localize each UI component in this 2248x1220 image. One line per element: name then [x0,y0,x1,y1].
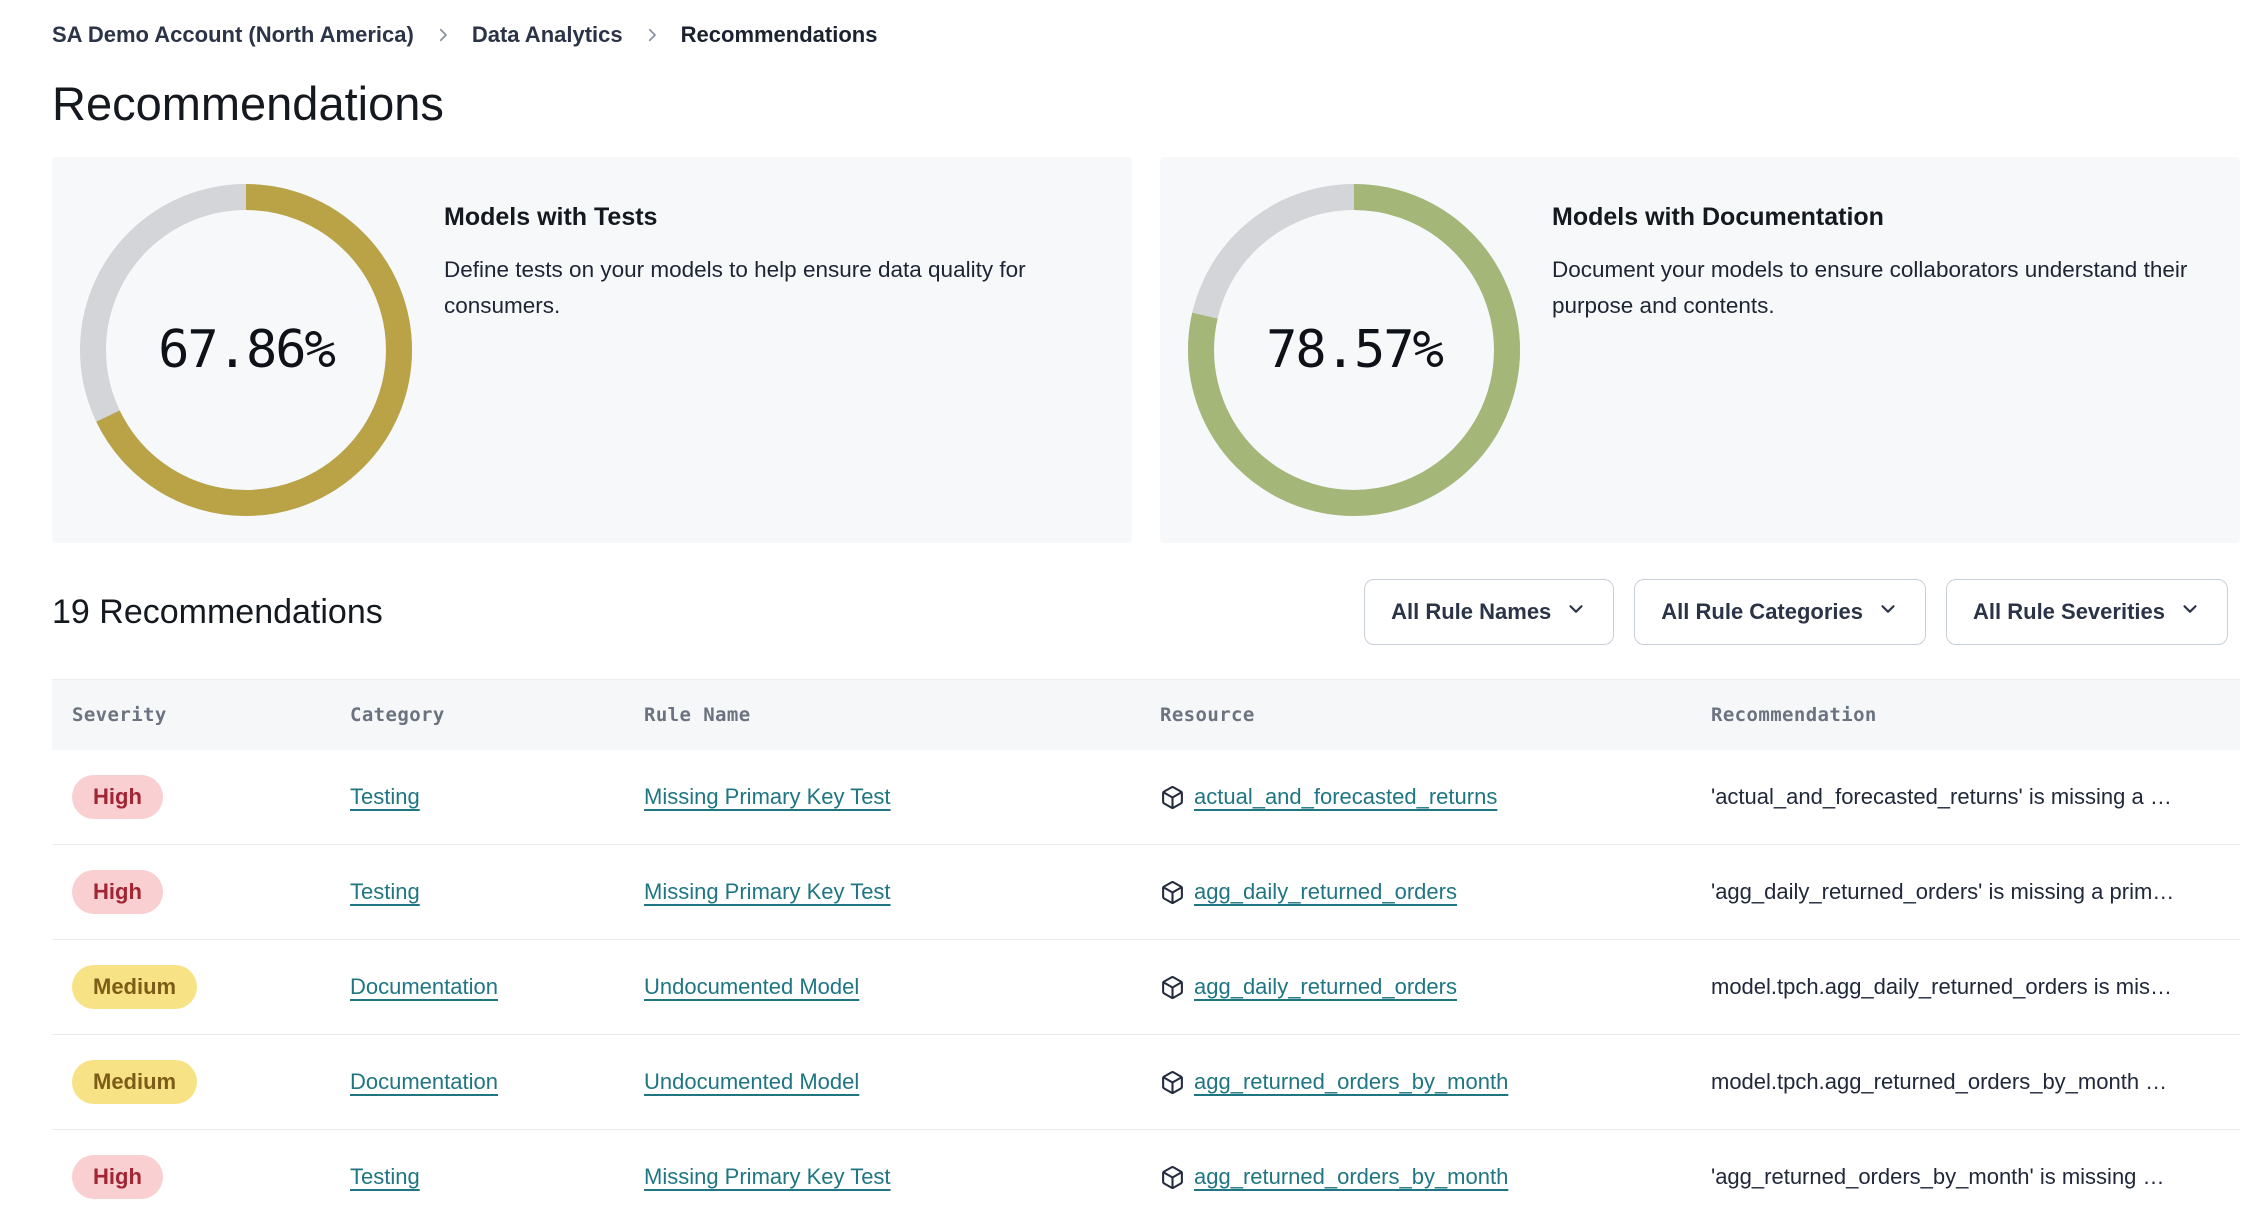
docs-card-text: Models with Documentation Document your … [1552,157,2240,324]
docs-card-title: Models with Documentation [1552,203,1884,231]
recommendation-cell: model.tpch.agg_daily_returned_orders is … [1711,974,2173,999]
tests-percent-value: 67.86% [158,320,336,380]
resource-link[interactable]: agg_returned_orders_by_month [1194,1069,1509,1094]
recommendations-table: Severity Category Rule Name Resource Rec… [52,679,2240,1220]
filters: All Rule Names All Rule Categories All R… [1364,579,2228,645]
rule-names-filter-label: All Rule Names [1391,599,1552,624]
category-cell: Documentation [350,974,644,1000]
recommendation-cell: 'agg_daily_returned_orders' is missing a… [1711,879,2175,904]
model-cube-icon [1160,880,1185,905]
rule-names-filter[interactable]: All Rule Names [1364,579,1615,645]
severity-badge: High [72,870,163,914]
breadcrumb: SA Demo Account (North America) Data Ana… [52,22,2240,48]
rule-name-cell: Missing Primary Key Test [644,784,1160,810]
resource-cell: agg_returned_orders_by_month [1160,1069,1711,1095]
severity-cell: High [72,775,350,819]
category-link[interactable]: Testing [350,879,420,904]
rule-name-link[interactable]: Missing Primary Key Test [644,1164,891,1189]
page-title: Recommendations [52,77,444,130]
rule-severities-filter[interactable]: All Rule Severities [1946,579,2228,645]
rule-name-link[interactable]: Undocumented Model [644,1069,860,1094]
severity-badge: High [72,1155,163,1199]
rule-name-cell: Missing Primary Key Test [644,1164,1160,1190]
column-header-recommendation: Recommendation [1711,704,1877,726]
table-row: High Testing Missing Primary Key Test ag… [52,1130,2240,1220]
tests-donut-chart: 67.86% [80,184,412,516]
model-cube-icon [1160,1165,1185,1190]
chevron-down-icon [1565,598,1587,626]
rule-name-link[interactable]: Undocumented Model [644,974,860,999]
rule-name-link[interactable]: Missing Primary Key Test [644,879,891,904]
table-row: Medium Documentation Undocumented Model … [52,1035,2240,1130]
category-link[interactable]: Testing [350,784,420,809]
table-row: High Testing Missing Primary Key Test ag… [52,845,2240,940]
severity-badge: Medium [72,1060,198,1104]
table-row: High Testing Missing Primary Key Test ac… [52,750,2240,845]
severity-cell: Medium [72,1060,350,1104]
column-header-category: Category [350,704,445,726]
resource-link[interactable]: agg_returned_orders_by_month [1194,1164,1509,1189]
column-header-resource: Resource [1160,704,1255,726]
donut-svg [80,184,412,516]
docs-card-description: Document your models to ensure collabora… [1552,257,2188,318]
column-header-severity: Severity [72,704,167,726]
resource-link[interactable]: agg_daily_returned_orders [1194,879,1457,904]
stat-cards: 67.86% Models with Tests Define tests on… [52,157,2240,543]
category-link[interactable]: Documentation [350,974,498,999]
breadcrumb-current: Recommendations [680,22,878,47]
recommendations-count: 19 Recommendations [52,592,383,631]
model-cube-icon [1160,1070,1185,1095]
table-body: High Testing Missing Primary Key Test ac… [52,750,2240,1220]
recommendation-cell: model.tpch.agg_returned_orders_by_month … [1711,1069,2168,1094]
rule-name-cell: Undocumented Model [644,1069,1160,1095]
resource-link[interactable]: agg_daily_returned_orders [1194,974,1457,999]
severity-cell: High [72,870,350,914]
resource-cell: agg_returned_orders_by_month [1160,1164,1711,1190]
resource-cell: agg_daily_returned_orders [1160,974,1711,1000]
rule-severities-filter-label: All Rule Severities [1973,599,2165,624]
category-cell: Documentation [350,1069,644,1095]
category-cell: Testing [350,1164,644,1190]
tests-card-text: Models with Tests Define tests on your m… [444,157,1132,324]
recommendation-cell: 'actual_and_forecasted_returns' is missi… [1711,784,2172,809]
severity-cell: High [72,1155,350,1199]
breadcrumb-account-link[interactable]: SA Demo Account (North America) [52,22,414,47]
breadcrumb-project-link[interactable]: Data Analytics [471,22,623,47]
rule-name-cell: Missing Primary Key Test [644,879,1160,905]
resource-cell: actual_and_forecasted_returns [1160,784,1711,810]
list-controls: 19 Recommendations All Rule Names All Ru… [52,579,2240,645]
recommendation-cell: 'agg_returned_orders_by_month' is missin… [1711,1164,2165,1189]
rule-categories-filter-label: All Rule Categories [1661,599,1864,624]
rule-name-cell: Undocumented Model [644,974,1160,1000]
docs-percent-value: 78.57% [1266,320,1444,380]
resource-link[interactable]: actual_and_forecasted_returns [1194,784,1498,809]
models-with-docs-card: 78.57% Models with Documentation Documen… [1160,157,2240,543]
model-cube-icon [1160,975,1185,1000]
donut-svg [1188,184,1520,516]
table-header: Severity Category Rule Name Resource Rec… [52,680,2240,750]
table-row: Medium Documentation Undocumented Model … [52,940,2240,1035]
chevron-down-icon [2179,598,2201,626]
tests-card-title: Models with Tests [444,203,658,231]
severity-cell: Medium [72,965,350,1009]
category-cell: Testing [350,879,644,905]
column-header-rule-name: Rule Name [644,704,751,726]
chevron-right-icon [434,26,452,44]
chevron-down-icon [1877,598,1899,626]
model-cube-icon [1160,785,1185,810]
category-link[interactable]: Documentation [350,1069,498,1094]
category-link[interactable]: Testing [350,1164,420,1189]
category-cell: Testing [350,784,644,810]
docs-donut-chart: 78.57% [1188,184,1520,516]
rule-categories-filter[interactable]: All Rule Categories [1634,579,1927,645]
tests-card-description: Define tests on your models to help ensu… [444,257,1026,318]
resource-cell: agg_daily_returned_orders [1160,879,1711,905]
models-with-tests-card: 67.86% Models with Tests Define tests on… [52,157,1132,543]
severity-badge: Medium [72,965,198,1009]
rule-name-link[interactable]: Missing Primary Key Test [644,784,891,809]
chevron-right-icon [643,26,661,44]
severity-badge: High [72,775,163,819]
